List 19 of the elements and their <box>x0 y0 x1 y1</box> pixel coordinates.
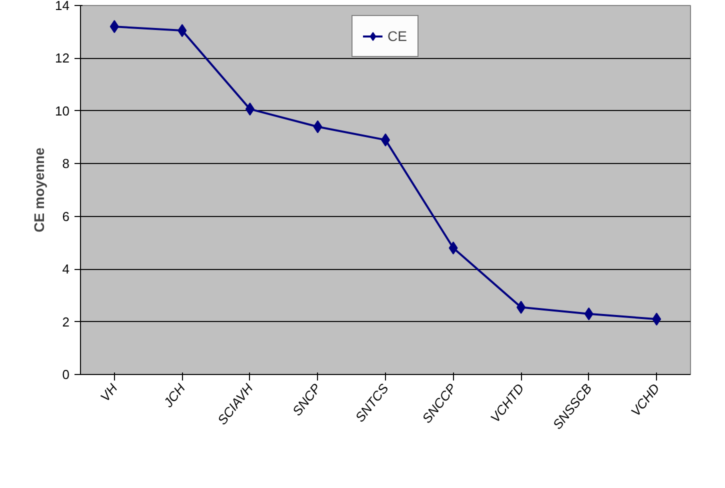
x-tick-label: VH <box>97 380 121 404</box>
y-tick-label: 4 <box>62 262 70 277</box>
point <box>516 300 526 314</box>
y-tick-label: 14 <box>55 0 70 13</box>
y-tick-label: 6 <box>62 208 70 224</box>
point <box>245 102 254 116</box>
y-tick-label: 10 <box>55 103 70 118</box>
point <box>110 20 119 34</box>
y-axis-title: CE moyenne <box>31 147 48 232</box>
y-tick-label: 12 <box>55 50 70 66</box>
y-tick-label: 8 <box>62 156 70 172</box>
legend-label: CE <box>388 28 408 44</box>
y-tick-label: 0 <box>62 367 70 382</box>
point <box>448 241 458 254</box>
point <box>313 120 322 134</box>
y-tick-label: 2 <box>62 314 70 330</box>
point <box>584 307 594 320</box>
point <box>178 24 187 38</box>
point <box>652 312 662 326</box>
